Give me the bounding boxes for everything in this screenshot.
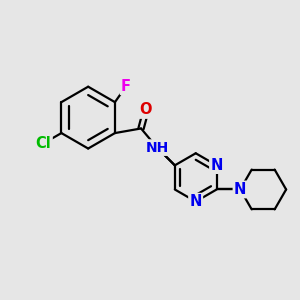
Text: NH: NH — [146, 141, 169, 154]
Text: N: N — [234, 182, 246, 197]
Text: N: N — [211, 158, 223, 173]
Text: N: N — [190, 194, 202, 209]
Text: N: N — [234, 182, 246, 197]
Text: NH: NH — [146, 141, 169, 154]
Text: O: O — [140, 103, 152, 118]
Text: N: N — [211, 158, 223, 173]
Text: F: F — [121, 79, 131, 94]
Text: N: N — [234, 182, 246, 197]
Text: Cl: Cl — [36, 136, 51, 151]
Text: Cl: Cl — [36, 136, 51, 151]
Text: O: O — [140, 103, 152, 118]
Text: F: F — [121, 79, 131, 94]
Text: N: N — [190, 194, 202, 209]
